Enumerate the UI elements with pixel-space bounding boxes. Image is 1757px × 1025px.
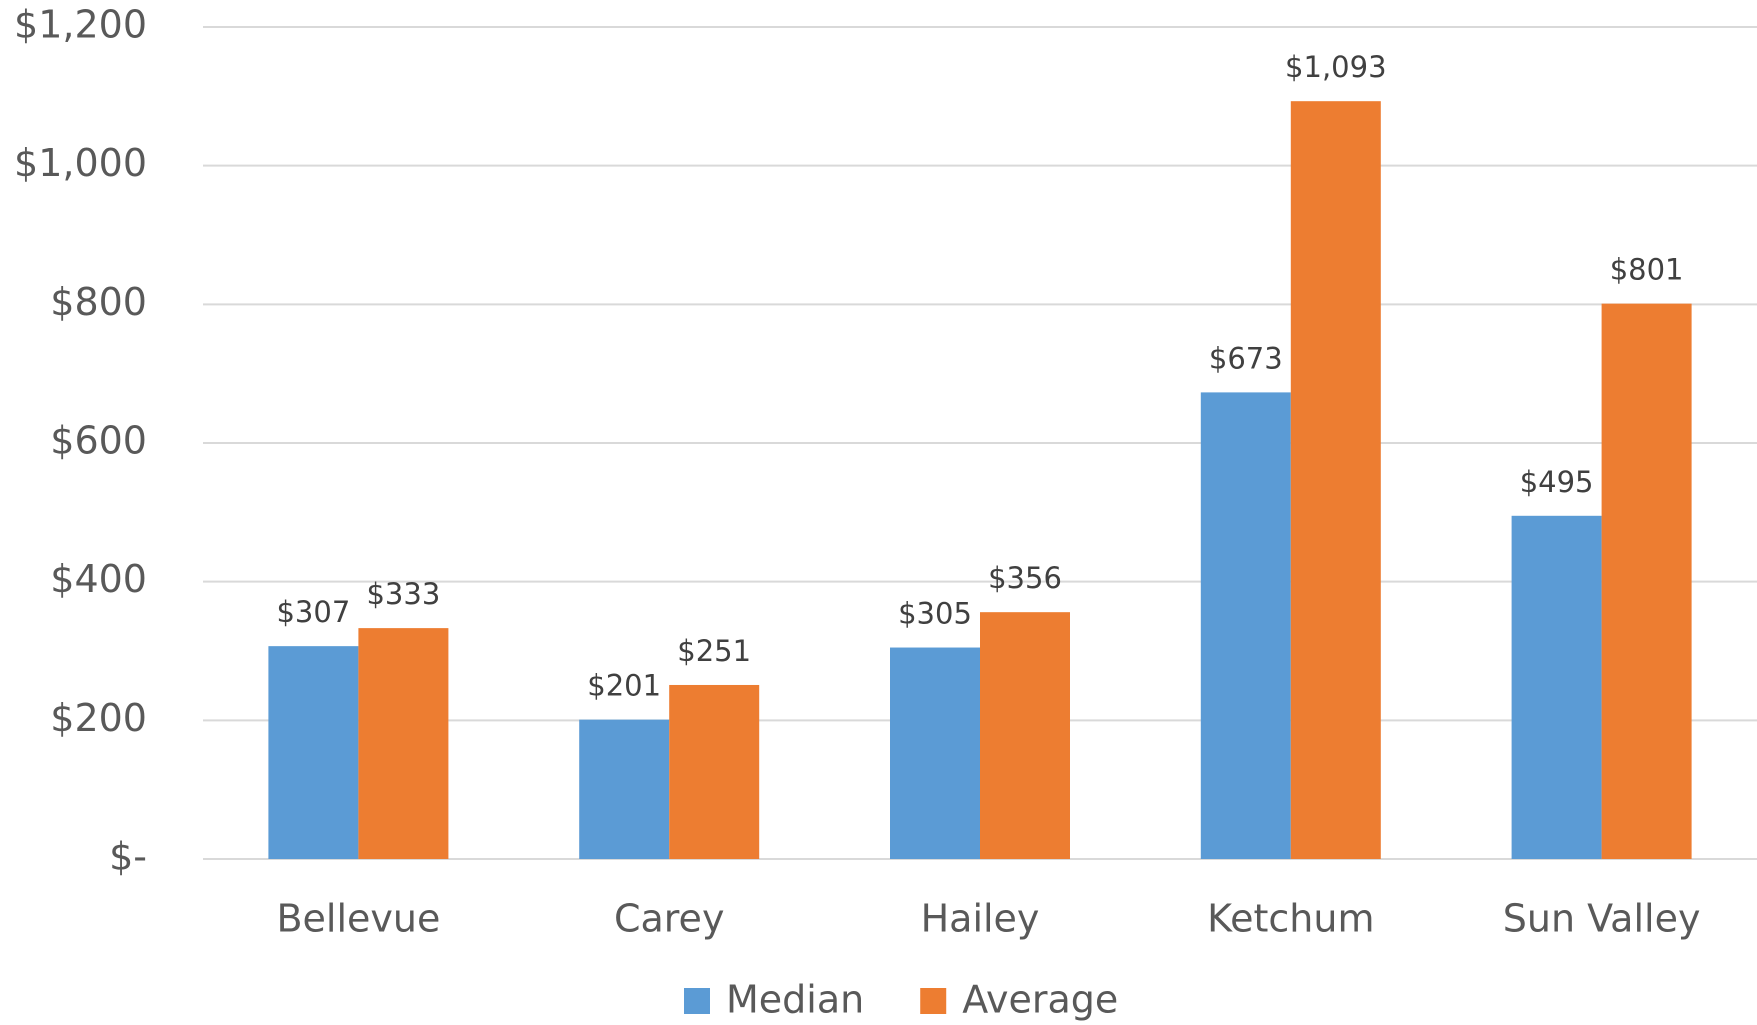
y-tick-label: $200 [50,696,147,740]
bar [268,646,359,859]
data-label: $333 [366,577,440,611]
data-label: $801 [1610,253,1684,287]
y-tick-label: $600 [50,419,147,463]
legend-label: Median [726,978,864,1022]
bar [1601,303,1692,859]
data-label: $495 [1520,465,1594,499]
x-tick-label: Carey [614,897,724,941]
data-label: $251 [677,634,751,668]
data-label: $305 [898,597,972,631]
bar [1511,515,1602,859]
legend-label: Average [962,978,1118,1022]
data-label: $1,093 [1285,50,1386,84]
bar [579,719,670,859]
bar [1290,101,1381,860]
data-label: $356 [988,561,1062,595]
legend-swatch [920,988,947,1014]
x-tick-label: Ketchum [1207,897,1374,941]
y-tick-label: $1,200 [14,3,147,47]
bar [1200,392,1291,859]
x-tick-label: Sun Valley [1503,897,1701,941]
legend-swatch [684,988,710,1014]
bar [890,647,980,859]
y-tick-label: $800 [50,280,147,324]
y-tick-label: $1,000 [14,141,147,185]
bar [669,684,760,859]
bar [358,628,449,859]
y-tick-label: $400 [50,557,147,601]
bar [980,612,1070,859]
x-tick-label: Hailey [921,897,1040,941]
x-tick-label: Bellevue [276,897,440,941]
y-tick-label: $- [109,835,147,879]
data-label: $673 [1209,341,1283,375]
data-label: $307 [276,595,350,629]
data-label: $201 [587,669,661,703]
